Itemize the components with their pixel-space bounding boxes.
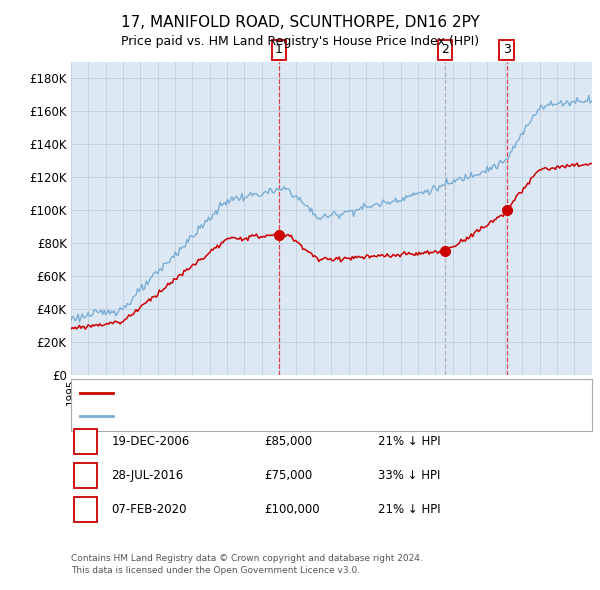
Text: 2: 2	[81, 469, 89, 482]
Text: £85,000: £85,000	[264, 435, 312, 448]
Text: 07-FEB-2020: 07-FEB-2020	[112, 503, 187, 516]
Text: 2: 2	[442, 44, 449, 57]
Text: 1: 1	[275, 44, 283, 57]
Text: 21% ↓ HPI: 21% ↓ HPI	[378, 503, 440, 516]
Text: 21% ↓ HPI: 21% ↓ HPI	[378, 435, 440, 448]
Text: 33% ↓ HPI: 33% ↓ HPI	[378, 469, 440, 482]
Text: Price paid vs. HM Land Registry's House Price Index (HPI): Price paid vs. HM Land Registry's House …	[121, 35, 479, 48]
Text: 3: 3	[81, 503, 89, 516]
Text: £100,000: £100,000	[264, 503, 320, 516]
Text: 17, MANIFOLD ROAD, SCUNTHORPE, DN16 2PY (semi-detached house): 17, MANIFOLD ROAD, SCUNTHORPE, DN16 2PY …	[120, 388, 487, 398]
Text: 17, MANIFOLD ROAD, SCUNTHORPE, DN16 2PY: 17, MANIFOLD ROAD, SCUNTHORPE, DN16 2PY	[121, 15, 479, 30]
Text: Contains HM Land Registry data © Crown copyright and database right 2024.
This d: Contains HM Land Registry data © Crown c…	[71, 555, 422, 575]
Text: HPI: Average price, semi-detached house, North Lincolnshire: HPI: Average price, semi-detached house,…	[120, 411, 437, 421]
Text: 3: 3	[503, 44, 511, 57]
Text: 1: 1	[81, 435, 89, 448]
Text: 28-JUL-2016: 28-JUL-2016	[112, 469, 184, 482]
Text: £75,000: £75,000	[264, 469, 312, 482]
Text: 19-DEC-2006: 19-DEC-2006	[112, 435, 190, 448]
